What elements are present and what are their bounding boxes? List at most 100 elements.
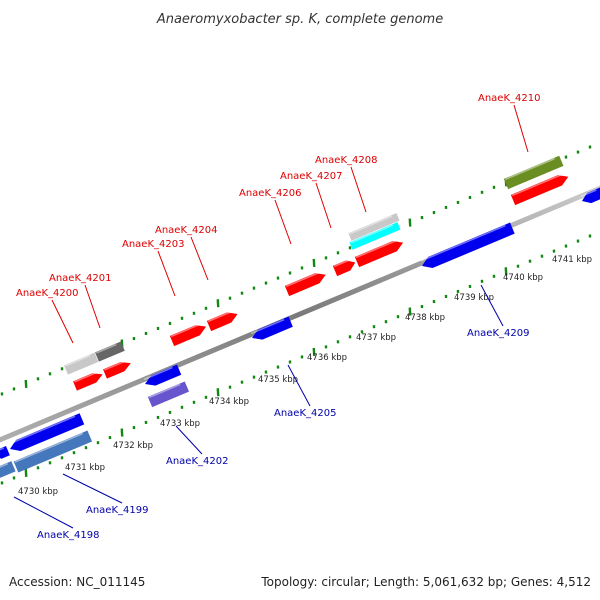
label-leader-line — [287, 364, 311, 407]
gene-4202-highlight — [143, 366, 173, 381]
minor-tick — [300, 266, 304, 270]
gene-4198-b-highlight — [0, 447, 4, 453]
major-tick — [408, 307, 412, 316]
minor-tick — [0, 481, 4, 485]
label-leader-line — [350, 166, 367, 213]
minor-tick — [432, 299, 436, 304]
gene-4205-highlight — [250, 318, 285, 335]
gene-4199-highlight — [14, 432, 84, 463]
gene-4204[interactable] — [206, 309, 240, 332]
gene-4203-body — [169, 325, 207, 347]
scale-label: 4739 kbp — [454, 293, 494, 303]
gene-4201[interactable] — [103, 359, 133, 379]
minor-tick — [372, 325, 376, 329]
minor-tick — [528, 259, 532, 263]
minor-tick — [492, 185, 496, 189]
gene-4198-a[interactable] — [0, 461, 16, 480]
gene-4201-body — [103, 362, 131, 379]
minor-tick — [132, 425, 136, 430]
gene-4202-b[interactable] — [147, 381, 190, 408]
reverse-gene-label[interactable]: AnaeK_4202 — [166, 456, 228, 467]
forward-gene-label[interactable]: AnaeK_4200 — [16, 288, 78, 299]
gene-4202-body — [145, 364, 182, 386]
minor-tick — [456, 200, 460, 205]
minor-tick — [492, 274, 496, 278]
gene-4209-highlight — [420, 224, 506, 262]
gene-4200[interactable] — [73, 370, 105, 391]
gene-4201-upper[interactable] — [95, 341, 125, 362]
minor-tick — [204, 306, 208, 310]
gene-4208-cyan[interactable] — [349, 222, 401, 250]
minor-tick — [276, 276, 280, 280]
label-leader-line — [513, 104, 529, 153]
forward-gene-label[interactable]: AnaeK_4206 — [239, 188, 301, 199]
gene-4205[interactable] — [250, 316, 293, 343]
gene-features — [0, 155, 600, 480]
scale-label: 4730 kbp — [18, 487, 58, 497]
gene-4199[interactable] — [13, 430, 93, 473]
gene-4202[interactable] — [143, 364, 182, 389]
minor-tick — [288, 360, 292, 364]
forward-gene-label[interactable]: AnaeK_4207 — [280, 171, 342, 182]
minor-tick — [252, 375, 256, 379]
reverse-gene-label[interactable]: AnaeK_4209 — [467, 328, 529, 339]
major-tick — [312, 258, 316, 267]
map-title: Anaeromyxobacter sp. K, complete genome — [156, 12, 443, 27]
minor-tick — [0, 392, 4, 396]
minor-tick — [348, 335, 352, 339]
label-leader-line — [13, 496, 74, 529]
reverse-gene-label[interactable]: AnaeK_4205 — [274, 408, 336, 419]
minor-tick — [228, 296, 232, 300]
minor-tick — [348, 246, 352, 250]
minor-tick — [192, 400, 196, 404]
gene-4207-highlight — [333, 259, 350, 268]
gene-4208-gray[interactable] — [348, 213, 400, 241]
minor-tick — [336, 251, 340, 255]
gene-4200-upper[interactable] — [64, 352, 99, 375]
label-leader-line — [274, 199, 292, 245]
gene-4208[interactable] — [354, 238, 405, 268]
gene-4198-a-highlight — [0, 463, 9, 471]
scale-label: 4736 kbp — [307, 353, 347, 363]
forward-gene-label[interactable]: AnaeK_4208 — [315, 155, 377, 166]
scale-label: 4740 kbp — [503, 273, 543, 283]
forward-gene-label[interactable]: AnaeK_4201 — [49, 273, 111, 284]
minor-tick — [384, 320, 388, 324]
gene-4210[interactable] — [510, 172, 571, 206]
gene-4206[interactable] — [284, 270, 328, 297]
gene-4207[interactable] — [332, 257, 358, 277]
scale-labels: 4730 kbp 4731 kbp 4732 kbp 4733 kbp 4734 kbp… — [18, 255, 592, 497]
scale-label: 4737 kbp — [356, 333, 396, 343]
gene-4205-body — [252, 316, 293, 340]
gene-4203[interactable] — [169, 322, 208, 347]
minor-tick — [144, 420, 148, 425]
gene-4198-a-body — [0, 461, 16, 480]
major-tick — [216, 299, 220, 308]
minor-tick — [36, 377, 40, 381]
minor-tick — [240, 291, 244, 295]
gene-4200-upper-highlight — [65, 354, 91, 367]
scale-label: 4735 kbp — [258, 375, 298, 385]
minor-tick — [336, 340, 340, 344]
minor-tick — [12, 387, 16, 391]
gene-4198-b[interactable] — [0, 445, 10, 461]
gene-4207-body — [332, 260, 356, 277]
gene-4203-highlight — [170, 323, 200, 338]
reverse-gene-label[interactable]: AnaeK_4198 — [37, 530, 99, 541]
gene-4199-b[interactable] — [8, 413, 85, 454]
gene-4211[interactable] — [580, 187, 600, 206]
gene-4209[interactable] — [420, 222, 515, 272]
gene-4210-olive[interactable] — [503, 155, 564, 190]
minor-tick — [468, 284, 472, 288]
reverse-gene-label[interactable]: AnaeK_4199 — [86, 505, 148, 516]
forward-gene-label[interactable]: AnaeK_4204 — [155, 225, 217, 236]
major-tick — [312, 347, 316, 356]
minor-tick — [204, 395, 208, 399]
scale-label: 4732 kbp — [113, 441, 153, 451]
forward-gene-label[interactable]: AnaeK_4203 — [122, 239, 184, 250]
minor-tick — [96, 441, 100, 445]
minor-tick — [588, 145, 592, 149]
forward-gene-label[interactable]: AnaeK_4210 — [478, 93, 540, 104]
gene-4210-highlight — [511, 174, 562, 197]
gene-4201-upper-body — [95, 341, 125, 362]
